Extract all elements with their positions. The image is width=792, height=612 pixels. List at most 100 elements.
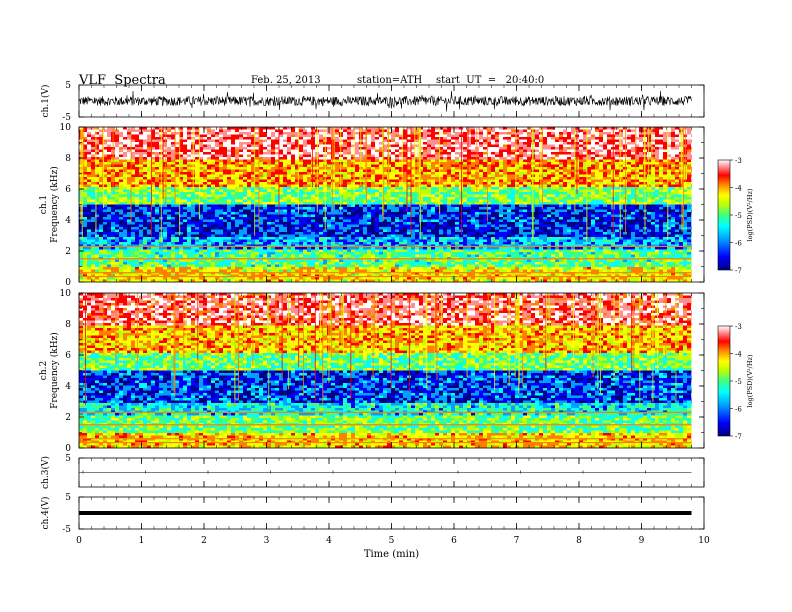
heatmap-cell: [595, 190, 599, 193]
heatmap-cell: [115, 197, 119, 200]
heatmap-cell: [87, 187, 91, 190]
heatmap-cell: [147, 130, 151, 133]
heatmap-cell: [455, 177, 459, 180]
heatmap-cell: [155, 202, 159, 205]
heatmap-cell: [291, 172, 295, 175]
heatmap-cell: [279, 152, 283, 155]
heatmap-cell: [211, 202, 215, 205]
heatmap-cell: [119, 162, 123, 165]
heatmap-cell: [631, 167, 635, 170]
heatmap-cell: [123, 195, 127, 198]
heatmap-cell: [423, 147, 427, 150]
heatmap-cell: [523, 185, 527, 188]
heatmap-cell: [91, 180, 95, 183]
heatmap-cell: [659, 195, 663, 198]
heatmap-cell: [559, 155, 563, 158]
heatmap-cell: [171, 195, 175, 198]
heatmap-cell: [223, 132, 227, 135]
heatmap-cell: [167, 177, 171, 180]
heatmap-cell: [663, 200, 667, 203]
heatmap-cell: [491, 155, 495, 158]
heatmap-cell: [483, 145, 487, 148]
heatmap-cell: [219, 175, 223, 178]
heatmap-cell: [503, 160, 507, 163]
heatmap-cell: [587, 142, 591, 145]
heatmap-cell: [499, 145, 503, 148]
heatmap-cell: [335, 150, 339, 153]
heatmap-cell: [355, 187, 359, 190]
heatmap-cell: [279, 155, 283, 158]
heatmap-cell: [591, 162, 595, 165]
heatmap-cell: [443, 167, 447, 170]
heatmap-cell: [147, 150, 151, 153]
heatmap-cell: [307, 197, 311, 200]
heatmap-cell: [135, 130, 139, 133]
heatmap-cell: [355, 190, 359, 193]
heatmap-cell: [143, 155, 147, 158]
heatmap-cell: [507, 190, 511, 193]
heatmap-cell: [675, 197, 679, 200]
heatmap-cell: [107, 192, 111, 195]
heatmap-cell: [239, 172, 243, 175]
heatmap-cell: [483, 152, 487, 155]
heatmap-cell: [631, 195, 635, 198]
heatmap-cell: [555, 182, 559, 185]
heatmap-cell: [403, 180, 407, 183]
heatmap-cell: [451, 155, 455, 158]
heatmap-cell: [127, 197, 131, 200]
heatmap-cell: [459, 152, 463, 155]
heatmap-cell: [655, 192, 659, 195]
heatmap-cell: [527, 170, 531, 173]
heatmap-cell: [123, 147, 127, 150]
heatmap-cell: [675, 155, 679, 158]
heatmap-cell: [631, 192, 635, 195]
heatmap-cell: [115, 160, 119, 163]
heatmap-cell: [483, 182, 487, 185]
heatmap-cell: [139, 135, 143, 138]
heatmap-cell: [463, 195, 467, 198]
heatmap-cell: [543, 200, 547, 203]
heatmap-cell: [335, 155, 339, 158]
heatmap-cell: [279, 135, 283, 138]
heatmap-cell: [391, 205, 395, 208]
heatmap-cell: [543, 177, 547, 180]
heatmap-cell: [267, 152, 271, 155]
heatmap-cell: [155, 180, 159, 183]
heatmap-cell: [503, 155, 507, 158]
heatmap-cell: [299, 180, 303, 183]
heatmap-cell: [207, 165, 211, 168]
heatmap-cell: [311, 192, 315, 195]
heatmap-cell: [375, 167, 379, 170]
heatmap-cell: [167, 170, 171, 173]
heatmap-cell: [175, 202, 179, 205]
heatmap-cell: [591, 140, 595, 143]
heatmap-cell: [675, 202, 679, 205]
heatmap-cell: [519, 172, 523, 175]
heatmap-cell: [599, 195, 603, 198]
heatmap-cell: [375, 195, 379, 198]
heatmap-cell: [423, 195, 427, 198]
heatmap-cell: [279, 175, 283, 178]
heatmap-cell: [195, 142, 199, 145]
series-line-ch1: [79, 91, 692, 112]
heatmap-cell: [507, 137, 511, 140]
heatmap-cell: [243, 177, 247, 180]
heatmap-cell: [495, 155, 499, 158]
heatmap-cell: [639, 172, 643, 175]
heatmap-cell: [559, 157, 563, 160]
heatmap-cell: [319, 205, 323, 208]
heatmap-cell: [147, 135, 151, 138]
heatmap-cell: [523, 142, 527, 145]
heatmap-cell: [155, 145, 159, 148]
heatmap-cell: [507, 145, 511, 148]
heatmap-cell: [627, 160, 631, 163]
heatmap-cell: [187, 182, 191, 185]
heatmap-cell: [631, 202, 635, 205]
heatmap-cell: [335, 187, 339, 190]
heatmap-cell: [483, 172, 487, 175]
heatmap-cell: [175, 192, 179, 195]
heatmap-cell: [619, 197, 623, 200]
heatmap-cell: [299, 142, 303, 145]
heatmap-cell: [343, 160, 347, 163]
